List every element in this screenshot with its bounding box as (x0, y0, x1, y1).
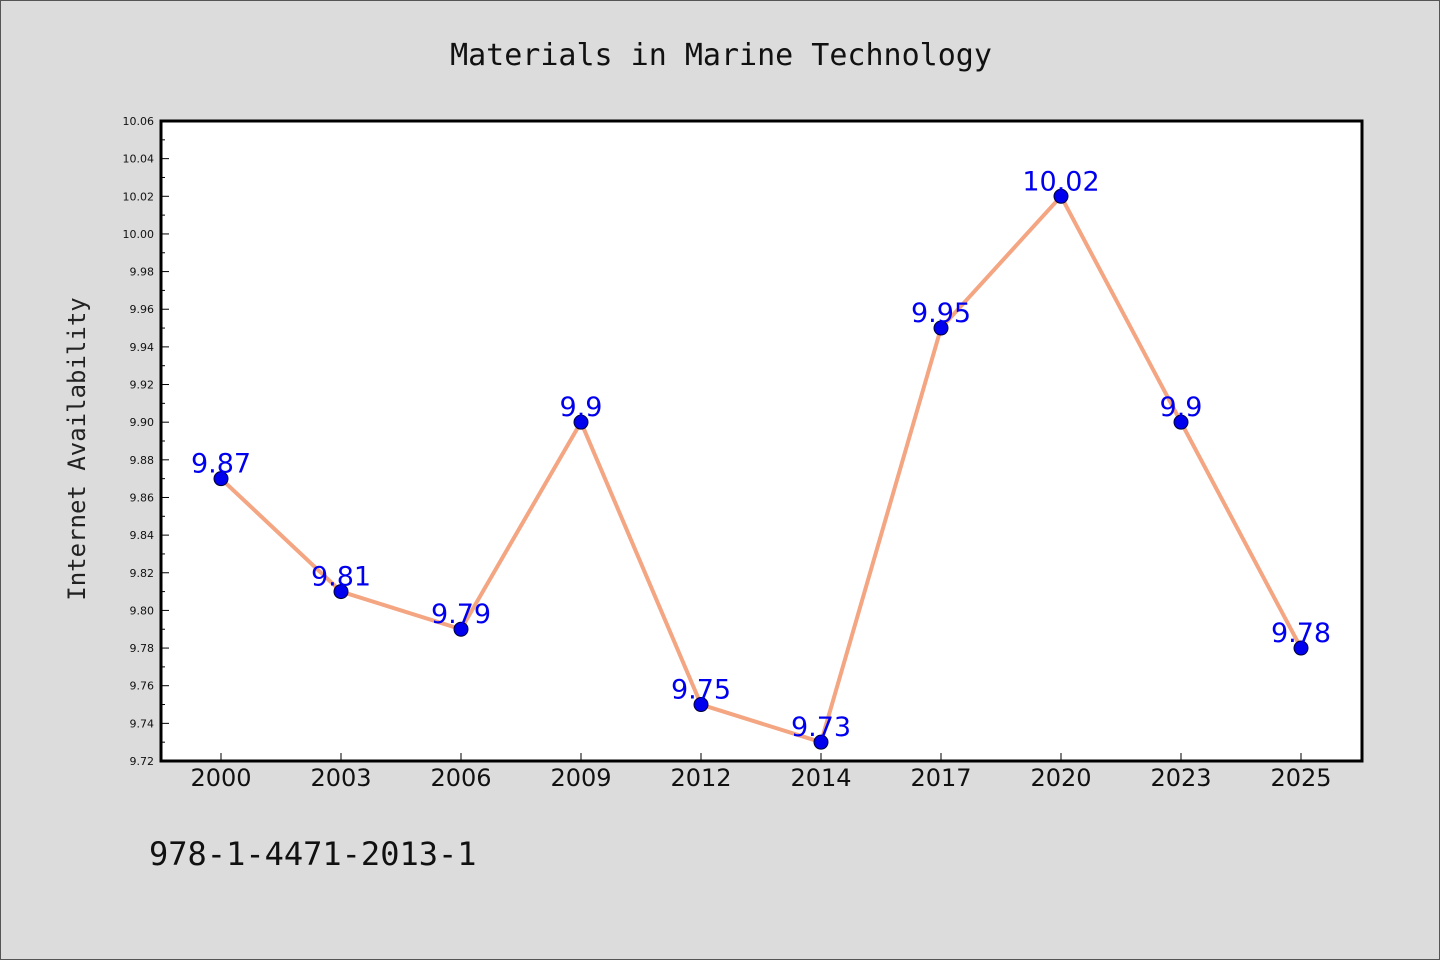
plot-area (161, 121, 1362, 761)
data-point (1293, 640, 1309, 656)
data-point (453, 621, 469, 637)
data-point (1173, 414, 1189, 430)
data-point (333, 584, 349, 600)
y-tick-label: 10.04 (123, 153, 155, 166)
y-tick-label: 9.94 (130, 341, 155, 354)
data-label: 9.73 (791, 712, 851, 743)
y-tick-label: 9.76 (130, 680, 155, 693)
data-point (813, 734, 829, 750)
x-tick-label: 2014 (790, 764, 851, 792)
chart-title: Materials in Marine Technology (450, 38, 992, 73)
data-label: 9.9 (1160, 392, 1203, 423)
x-tick-label: 2017 (910, 764, 971, 792)
footnote: 978-1-4471-2013-1 (149, 835, 477, 873)
data-label: 9.78 (1271, 618, 1331, 649)
y-tick-label: 9.72 (130, 755, 155, 768)
x-tick-label: 2012 (670, 764, 731, 792)
data-point (213, 471, 229, 487)
data-label: 9.75 (671, 675, 731, 706)
x-tick-label: 2023 (1150, 764, 1211, 792)
x-tick-label: 2020 (1030, 764, 1091, 792)
data-series: 9.87 9.81 9.79 9.9 9.75 9.73 9.95 10.02 9.9 9.78 (191, 166, 1331, 750)
y-tick-label: 10.02 (123, 190, 155, 203)
data-label: 10.02 (1022, 166, 1099, 197)
y-tick-label: 9.90 (130, 416, 155, 429)
series-line (219, 194, 1303, 745)
x-tick-label: 2000 (190, 764, 251, 792)
y-tick-label: 9.74 (130, 717, 155, 730)
x-axis: 2000 2003 2006 2009 2012 2014 2017 2020 2023 2025 (190, 753, 1332, 792)
y-tick-label: 9.82 (130, 567, 155, 580)
y-tick-label: 9.92 (130, 379, 155, 392)
y-tick-label: 9.84 (130, 529, 155, 542)
data-label: 9.81 (311, 562, 371, 593)
data-label: 9.9 (560, 392, 603, 423)
y-tick-label: 10.00 (123, 228, 155, 241)
y-tick-label: 10.06 (123, 115, 155, 128)
y-tick-label: 9.86 (130, 491, 155, 504)
data-point (573, 414, 589, 430)
plot-border (159, 119, 1364, 763)
data-label: 9.87 (191, 449, 251, 480)
data-point (1053, 188, 1069, 204)
y-tick-label: 9.80 (130, 604, 155, 617)
x-tick-label: 2006 (430, 764, 491, 792)
y-tick-label: 9.78 (130, 642, 155, 655)
data-label: 9.95 (911, 298, 971, 329)
data-point (693, 697, 709, 713)
x-tick-label: 2009 (550, 764, 611, 792)
y-tick-label: 9.88 (130, 454, 155, 467)
data-point (933, 320, 949, 336)
y-axis-label: Internet Availability (63, 297, 91, 600)
y-tick-label: 9.98 (130, 266, 155, 279)
x-tick-label: 2003 (310, 764, 371, 792)
y-axis: 9.72 9.74 9.76 9.78 9.80 9.82 9.84 9.86 9.88 9.90… (123, 115, 169, 768)
y-tick-label: 9.96 (130, 303, 155, 316)
x-tick-label: 2025 (1270, 764, 1331, 792)
data-label: 9.79 (431, 599, 491, 630)
